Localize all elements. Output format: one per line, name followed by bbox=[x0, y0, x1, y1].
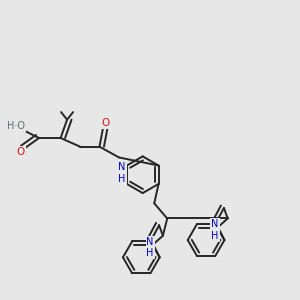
Text: H·O: H·O bbox=[7, 121, 25, 131]
Text: N
H: N H bbox=[211, 219, 219, 241]
Text: N
H: N H bbox=[146, 237, 154, 258]
Text: O: O bbox=[102, 118, 110, 128]
Text: O: O bbox=[16, 147, 25, 157]
Text: N
H: N H bbox=[118, 162, 126, 184]
